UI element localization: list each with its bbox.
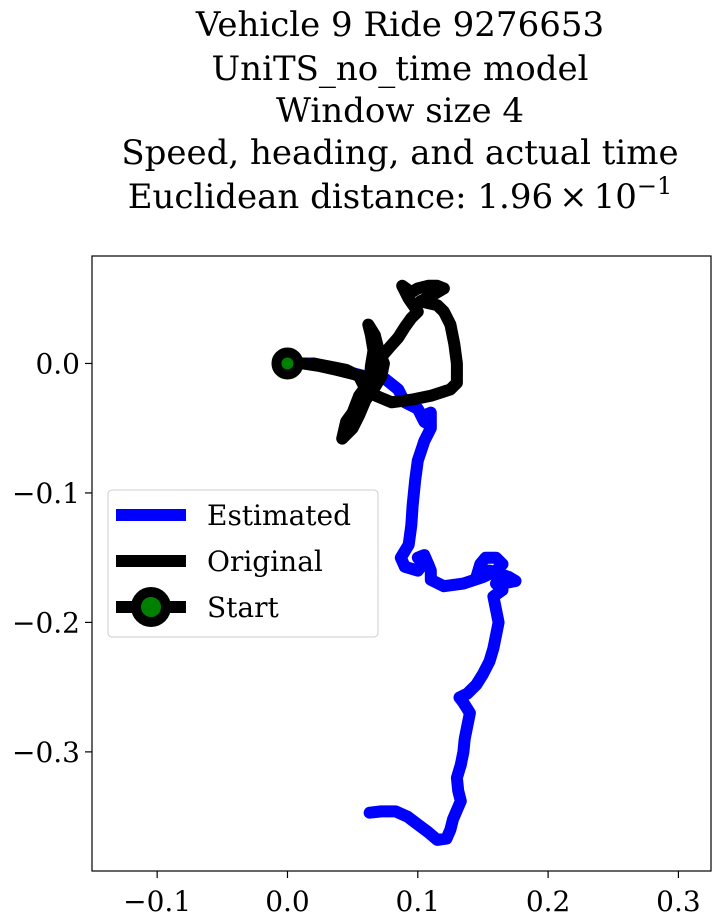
x-tick-label: 0.2 [526,885,571,918]
title-distance-exponent: −1 [637,172,672,200]
y-tick-label: 0.0 [35,347,80,380]
series-layer [271,279,522,846]
series-line-estimated [281,357,522,846]
x-tick-label: 0.0 [265,885,310,918]
title-distance-base: 10 [594,177,637,217]
title-line-3: Window size 4 [276,91,524,131]
title-distance-prefix: Euclidean distance: 1.96 [128,177,553,217]
legend-marker-start [131,587,171,627]
title-line-4: Speed, heading, and actual time [121,133,678,173]
y-tick-label: −0.3 [12,736,80,769]
title-line-2: UniTS_no_time model [212,49,589,89]
legend-box [107,489,379,638]
y-tick-label: −0.2 [12,606,80,639]
y-tick-label: −0.1 [12,477,80,510]
x-tick-label: 0.3 [656,885,701,918]
legend: Estimated Original Start [107,489,379,638]
start-marker [271,347,304,380]
chart-title: Vehicle 9 Ride 9276653 UniTS_no_time mod… [121,5,678,217]
legend-label-start: Start [207,591,280,624]
title-distance-times: × [559,177,588,217]
legend-label-estimated: Estimated [207,499,351,532]
legend-label-original: Original [207,545,323,578]
title-line-5: Euclidean distance: 1.96 × 10−1 [128,172,673,217]
title-line-1: Vehicle 9 Ride 9276653 [195,5,604,45]
x-tick-label: 0.1 [396,885,441,918]
series-line-original [281,279,463,445]
x-axis: −0.1 0.0 0.1 0.2 0.3 [123,871,701,918]
plot-frame [91,255,712,872]
y-axis: 0.0 −0.1 −0.2 −0.3 [12,347,92,769]
x-tick-label: −0.1 [123,885,191,918]
